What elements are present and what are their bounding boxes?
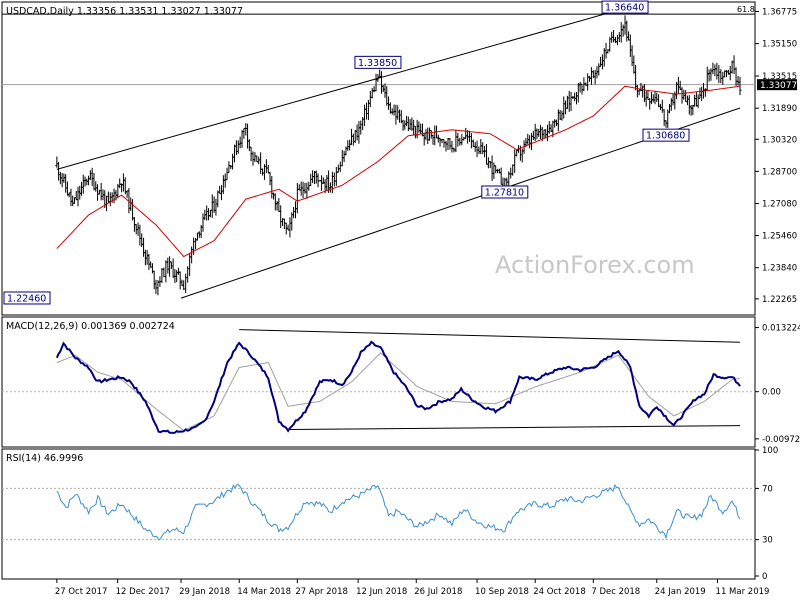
x-tick-label: 12 Jun 2018 xyxy=(356,587,407,597)
price-tick-label: 1.31890 xyxy=(762,104,797,114)
rsi-header: RSI(14) 46.9996 xyxy=(6,453,83,464)
x-tick-label: 24 Jan 2019 xyxy=(655,587,706,597)
watermark: ActionForex.com xyxy=(495,251,695,279)
swing-label-box xyxy=(601,0,649,14)
price-tick-label: 1.28700 xyxy=(762,167,797,177)
x-tick-label: 26 Jul 2018 xyxy=(414,587,462,597)
x-tick-label: 27 Apr 2018 xyxy=(295,587,348,597)
price-header: USDCAD,Daily 1.33356 1.33531 1.33027 1.3… xyxy=(6,6,243,17)
price-tick-label: 1.33515 xyxy=(762,72,797,82)
x-tick-label: 7 Dec 2018 xyxy=(591,587,640,597)
swing-label-value: 1.27810 xyxy=(485,188,524,199)
price-tick-label: 1.36775 xyxy=(762,7,797,17)
price-candles xyxy=(55,15,742,296)
channel-line xyxy=(56,2,644,170)
x-tick-label: 10 Sep 2018 xyxy=(475,587,529,597)
x-tick-label: 14 Mar 2018 xyxy=(237,587,291,597)
rsi-tick-label: 100 xyxy=(762,446,778,456)
rsi-grid xyxy=(2,487,755,541)
price-tick-label: 1.35150 xyxy=(762,40,797,50)
x-tick-label: 11 Mar 2019 xyxy=(716,587,770,597)
macd-tick-label: 0.00 xyxy=(762,388,781,398)
rsi-tick-label: 70 xyxy=(762,484,773,494)
macd-grid xyxy=(2,329,755,431)
macd-signal-line xyxy=(56,352,741,432)
macd-line xyxy=(55,340,741,434)
swing-label-box xyxy=(354,55,402,69)
x-tick-label: 12 Dec 2017 xyxy=(116,587,170,597)
price-grid xyxy=(2,13,755,86)
x-tick-label: 27 Oct 2017 xyxy=(55,587,108,597)
price-yaxis: 1.36775 1.35150 1.33515 1.31890 1.30320 1.287… xyxy=(755,7,797,305)
swing-label-value: 1.36640 xyxy=(605,3,644,14)
swing-label-box xyxy=(642,128,690,142)
price-panel-frame xyxy=(1,1,756,316)
swing-label-value: 1.22460 xyxy=(7,293,46,304)
price-tick-label: 1.22265 xyxy=(762,295,797,305)
macd-header: MACD(12,26,9) 0.001369 0.002724 xyxy=(6,321,175,332)
macd-trend-line xyxy=(288,425,741,431)
moving-average-line xyxy=(56,85,741,258)
price-tick-label: 1.30320 xyxy=(762,135,797,145)
swing-label-box xyxy=(481,185,529,199)
price-tick-label: 1.23840 xyxy=(762,264,797,274)
rsi-panel-frame xyxy=(1,448,756,580)
rsi-line xyxy=(56,483,741,541)
macd-trend-line xyxy=(239,329,741,343)
corner-label: 61.8 xyxy=(737,5,755,14)
macd-panel-frame xyxy=(1,316,756,448)
x-tick-label: 24 Oct 2018 xyxy=(533,587,586,597)
macd-yaxis: 0.013224 0.00 -0.009721 xyxy=(755,324,800,445)
swing-label-value: 1.33850 xyxy=(358,58,397,69)
price-tick-label: 1.27080 xyxy=(762,199,797,209)
last-price-tag xyxy=(757,79,797,91)
swing-label-box xyxy=(3,291,51,305)
macd-tick-label: 0.013224 xyxy=(762,324,800,334)
x-tick-label: 29 Jan 2018 xyxy=(179,587,230,597)
rsi-yaxis: 100 70 30 0 xyxy=(755,446,778,582)
last-price-value: 1.33077 xyxy=(760,81,797,91)
macd-tick-label: -0.009721 xyxy=(762,435,800,445)
rsi-tick-label: 0 xyxy=(762,572,767,582)
rsi-tick-label: 30 xyxy=(762,536,773,546)
x-axis: 27 Oct 2017 12 Dec 2017 29 Jan 2018 14 Mar … xyxy=(55,579,770,597)
swing-label-value: 1.30680 xyxy=(646,131,685,142)
price-tick-label: 1.25460 xyxy=(762,232,797,242)
swing-labels: 1.22460 1.33850 1.27810 1.36640 1.30680 xyxy=(3,0,690,305)
